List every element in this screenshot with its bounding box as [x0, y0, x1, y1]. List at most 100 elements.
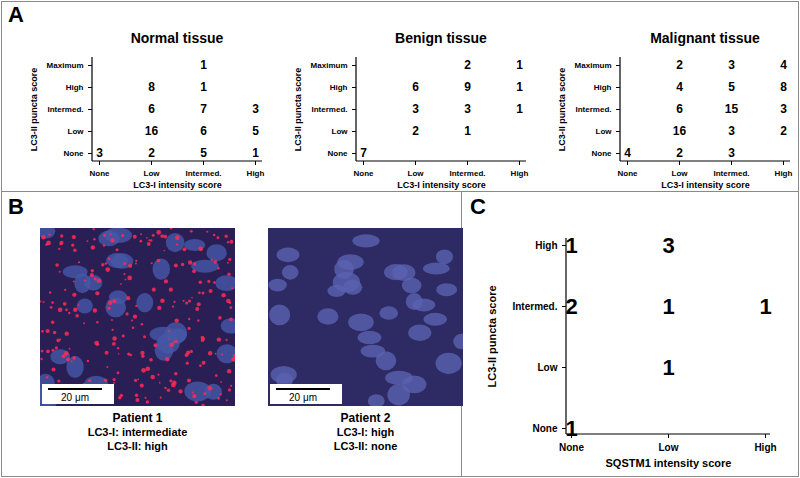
svg-text:None: None [592, 149, 613, 158]
html-text:A: A [8, 2, 24, 27]
svg-text:None: None [533, 423, 558, 434]
svg-text:2: 2 [148, 146, 155, 160]
svg-text:7: 7 [200, 102, 207, 116]
svg-text:None: None [559, 442, 584, 453]
svg-text:2: 2 [565, 294, 577, 319]
svg-text:1: 1 [516, 80, 523, 94]
html-text:Benign tissue: Benign tissue [395, 30, 487, 46]
svg-text:6: 6 [676, 102, 683, 116]
svg-text:High: High [66, 83, 84, 92]
svg-text:Low: Low [144, 169, 161, 178]
svg-text:1: 1 [662, 355, 674, 380]
svg-text:3: 3 [96, 146, 103, 160]
svg-text:Intermed.: Intermed. [449, 169, 485, 178]
svg-text:3: 3 [728, 58, 735, 72]
svg-text:LC3-II puncta score: LC3-II puncta score [486, 285, 498, 387]
html-text:Patient 1: Patient 1 [112, 411, 163, 425]
svg-text:1: 1 [516, 58, 523, 72]
svg-text:LC3-I intensity score: LC3-I intensity score [397, 180, 486, 190]
svg-text:8: 8 [780, 80, 787, 94]
html-text:C: C [470, 194, 486, 219]
html-text:Patient 2: Patient 2 [340, 411, 391, 425]
svg-text:20 μm: 20 μm [61, 392, 89, 403]
svg-text:Low: Low [332, 127, 349, 136]
svg-text:4: 4 [624, 146, 631, 160]
svg-text:High: High [330, 83, 348, 92]
svg-text:5: 5 [252, 124, 259, 138]
svg-text:Intermed.: Intermed. [311, 105, 347, 114]
html-text:LC3-I: intermediate: LC3-I: intermediate [87, 426, 188, 438]
svg-text:LC3-I intensity score: LC3-I intensity score [133, 180, 222, 190]
svg-text:3: 3 [464, 102, 471, 116]
svg-text:Low: Low [596, 127, 613, 136]
svg-text:4: 4 [780, 58, 787, 72]
svg-text:Intermed.: Intermed. [185, 169, 221, 178]
svg-text:2: 2 [412, 124, 419, 138]
svg-text:15: 15 [725, 102, 739, 116]
svg-text:2: 2 [464, 58, 471, 72]
svg-text:Low: Low [659, 442, 679, 453]
svg-text:None: None [354, 169, 375, 178]
svg-text:Maximum: Maximum [575, 61, 612, 70]
svg-text:3: 3 [728, 146, 735, 160]
svg-text:9: 9 [464, 80, 471, 94]
svg-text:LC3-I intensity score: LC3-I intensity score [661, 180, 750, 190]
svg-text:Low: Low [68, 127, 85, 136]
svg-text:Maximum: Maximum [311, 61, 348, 70]
svg-text:Intermed.: Intermed. [575, 105, 611, 114]
svg-text:1: 1 [200, 58, 207, 72]
svg-text:Low: Low [538, 362, 558, 373]
svg-text:High: High [535, 240, 557, 251]
svg-text:2: 2 [780, 124, 787, 138]
svg-text:3: 3 [728, 124, 735, 138]
html-text:LC3-II: high: LC3-II: high [107, 440, 168, 452]
svg-text:LC3-II puncta score: LC3-II puncta score [293, 68, 303, 152]
svg-text:1: 1 [759, 294, 771, 319]
svg-text:High: High [511, 169, 529, 178]
svg-text:High: High [775, 169, 793, 178]
svg-text:3: 3 [780, 102, 787, 116]
svg-text:2: 2 [676, 58, 683, 72]
svg-text:None: None [64, 149, 85, 158]
svg-text:None: None [90, 169, 111, 178]
svg-text:LC3-II puncta score: LC3-II puncta score [557, 68, 567, 152]
svg-text:High: High [594, 83, 612, 92]
svg-text:20 μm: 20 μm [289, 392, 317, 403]
svg-text:Intermed.: Intermed. [47, 105, 83, 114]
svg-text:Intermed.: Intermed. [512, 301, 557, 312]
html-text:B: B [8, 194, 24, 219]
svg-text:High: High [754, 442, 776, 453]
svg-text:3: 3 [252, 102, 259, 116]
svg-text:16: 16 [673, 124, 687, 138]
svg-text:8: 8 [148, 80, 155, 94]
svg-text:2: 2 [676, 146, 683, 160]
svg-text:5: 5 [728, 80, 735, 94]
svg-text:High: High [247, 169, 265, 178]
svg-text:1: 1 [200, 80, 207, 94]
svg-text:None: None [618, 169, 639, 178]
svg-text:1: 1 [565, 233, 577, 258]
svg-text:4: 4 [676, 80, 683, 94]
svg-text:3: 3 [412, 102, 419, 116]
svg-text:6: 6 [148, 102, 155, 116]
svg-text:LC3-II puncta score: LC3-II puncta score [29, 68, 39, 152]
svg-text:Intermed.: Intermed. [713, 169, 749, 178]
svg-text:Low: Low [672, 169, 689, 178]
svg-text:SQSTM1 intensity score: SQSTM1 intensity score [606, 457, 732, 469]
svg-text:6: 6 [200, 124, 207, 138]
svg-text:6: 6 [412, 80, 419, 94]
html-text:Normal tissue: Normal tissue [130, 30, 224, 46]
svg-text:16: 16 [145, 124, 159, 138]
svg-text:1: 1 [252, 146, 259, 160]
svg-text:None: None [328, 149, 349, 158]
svg-text:1: 1 [516, 102, 523, 116]
svg-text:1: 1 [464, 124, 471, 138]
svg-text:Low: Low [408, 169, 425, 178]
html-text:Malignant tissue: Malignant tissue [650, 30, 760, 46]
svg-text:3: 3 [662, 233, 674, 258]
svg-text:1: 1 [662, 294, 674, 319]
svg-text:7: 7 [360, 146, 367, 160]
svg-text:5: 5 [200, 146, 207, 160]
svg-text:Maximum: Maximum [47, 61, 84, 70]
svg-text:1: 1 [565, 416, 577, 441]
